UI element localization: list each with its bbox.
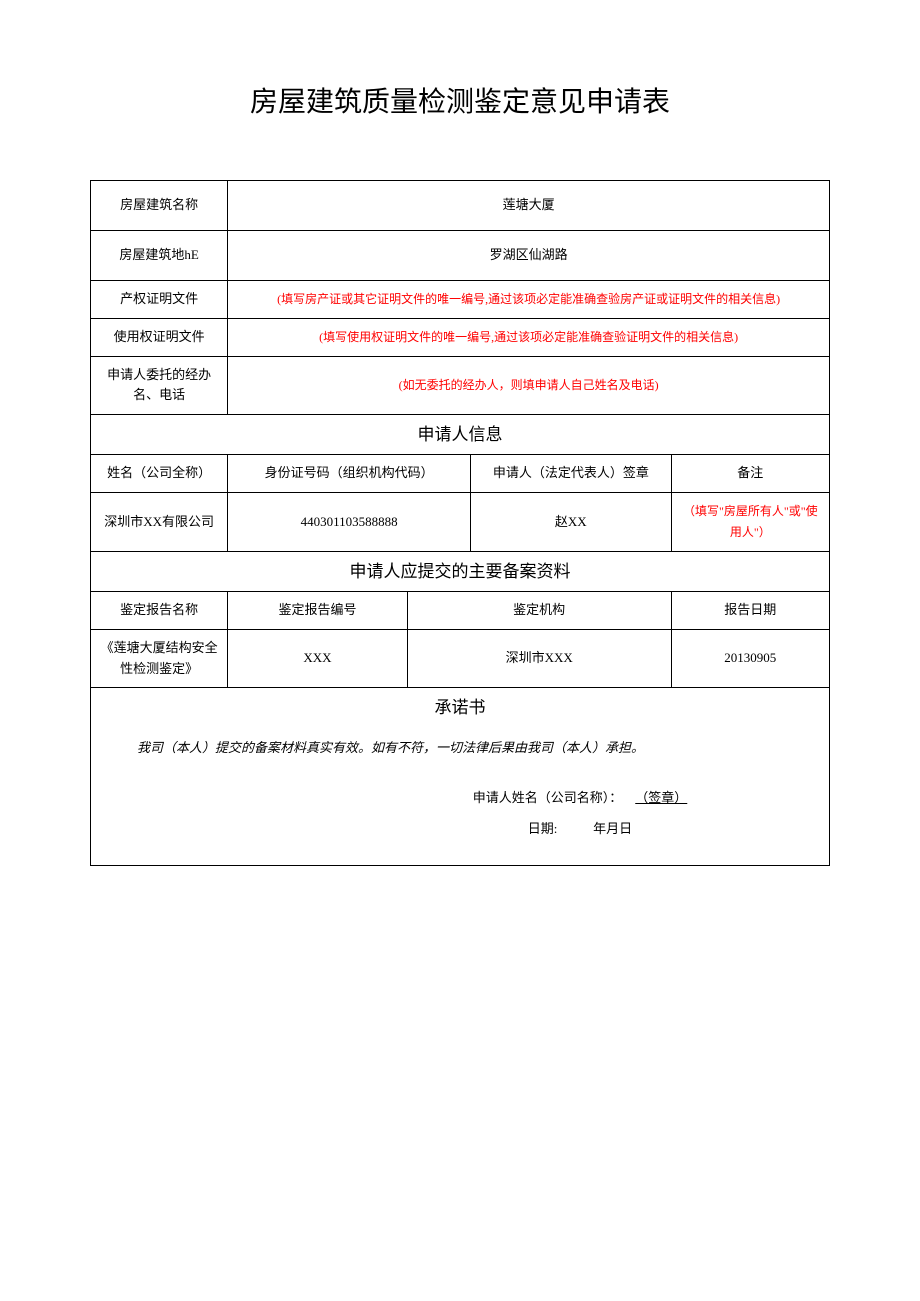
label-building-addr: 房屋建筑地hE bbox=[91, 231, 228, 281]
val-agency: 深圳市XXX bbox=[407, 629, 671, 688]
val-report-no: XXX bbox=[228, 629, 407, 688]
col-applicant-name: 姓名（公司全称） bbox=[91, 455, 228, 493]
hint-usage-doc: (填写使用权证明文件的唯一编号,通过该项必定能准确查验证明文件的相关信息) bbox=[228, 318, 830, 356]
col-applicant-sign: 申请人（法定代表人）签章 bbox=[471, 455, 672, 493]
section-commitment: 承诺书 bbox=[91, 688, 830, 728]
val-report-name: 《莲塘大厦结构安全性检测鉴定》 bbox=[91, 629, 228, 688]
application-form-table: 房屋建筑名称 莲塘大厦 房屋建筑地hE 罗湖区仙湖路 产权证明文件 (填写房产证… bbox=[90, 180, 830, 866]
label-ownership-doc: 产权证明文件 bbox=[91, 281, 228, 319]
hint-agent: (如无委托的经办人，则填申请人自己姓名及电话) bbox=[228, 356, 830, 415]
col-report-date: 报告日期 bbox=[671, 591, 829, 629]
page-title: 房屋建筑质量检测鉴定意见申请表 bbox=[90, 80, 830, 120]
section-applicant-info: 申请人信息 bbox=[91, 415, 830, 455]
label-agent: 申请人委托的经办名、电话 bbox=[91, 356, 228, 415]
col-applicant-remark: 备注 bbox=[671, 455, 829, 493]
commitment-body: 我司（本人）提交的备案材料真实有效。如有不符，一切法律后果由我司（本人）承担。 … bbox=[91, 728, 830, 866]
val-report-date: 20130905 bbox=[671, 629, 829, 688]
label-building-name: 房屋建筑名称 bbox=[91, 181, 228, 231]
col-agency: 鉴定机构 bbox=[407, 591, 671, 629]
val-applicant-sign: 赵XX bbox=[471, 493, 672, 552]
commitment-statement: 我司（本人）提交的备案材料真实有效。如有不符，一切法律后果由我司（本人）承担。 bbox=[111, 738, 809, 759]
val-applicant-remark: （填写"房屋所有人"或"使用人"） bbox=[671, 493, 829, 552]
col-report-no: 鉴定报告编号 bbox=[228, 591, 407, 629]
section-materials: 申请人应提交的主要备案资料 bbox=[91, 551, 830, 591]
date-line: 日期: 年月日 bbox=[111, 819, 809, 840]
val-applicant-id: 440301103588888 bbox=[228, 493, 471, 552]
col-applicant-id: 身份证号码（组织机构代码） bbox=[228, 455, 471, 493]
label-usage-doc: 使用权证明文件 bbox=[91, 318, 228, 356]
value-building-name: 莲塘大厦 bbox=[228, 181, 830, 231]
hint-ownership-doc: (填写房产证或其它证明文件的唯一编号,通过该项必定能准确查验房产证或证明文件的相… bbox=[228, 281, 830, 319]
col-report-name: 鉴定报告名称 bbox=[91, 591, 228, 629]
value-building-addr: 罗湖区仙湖路 bbox=[228, 231, 830, 281]
signature-line: 申请人姓名（公司名称）： （签章） bbox=[111, 788, 809, 809]
val-applicant-name: 深圳市XX有限公司 bbox=[91, 493, 228, 552]
